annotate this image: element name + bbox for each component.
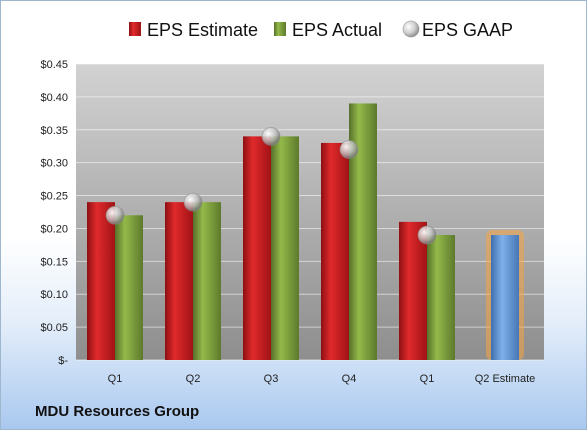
y-tick-label: $0.15 bbox=[40, 256, 68, 268]
bars bbox=[87, 103, 524, 360]
legend-label: EPS Actual bbox=[292, 20, 382, 40]
y-tick-label: $- bbox=[58, 355, 68, 367]
marker-eps-gaap bbox=[183, 192, 203, 212]
y-tick-label: $0.10 bbox=[40, 289, 68, 301]
bar-eps-estimate bbox=[321, 142, 349, 360]
chart-legend: EPS Estimate EPS Actual EPS GAAP bbox=[129, 20, 513, 40]
bar-eps-actual bbox=[271, 136, 299, 360]
y-tick-label: $0.40 bbox=[40, 92, 68, 104]
plot-area bbox=[76, 64, 544, 360]
legend-label: EPS GAAP bbox=[422, 20, 513, 40]
x-tick-label: Q2 Estimate bbox=[475, 373, 536, 385]
bar-eps-actual bbox=[193, 202, 221, 360]
y-tick-label: $0.35 bbox=[40, 125, 68, 137]
x-tick-label: Q2 bbox=[186, 373, 201, 385]
bar-eps-estimate bbox=[87, 202, 115, 360]
x-tick-label: Q1 bbox=[420, 373, 435, 385]
bar-eps-estimate bbox=[243, 136, 271, 360]
marker-eps-gaap bbox=[417, 225, 437, 245]
bar-q2-estimate bbox=[491, 235, 519, 360]
bar-eps-estimate bbox=[399, 221, 427, 360]
legend-label: EPS Estimate bbox=[147, 20, 258, 40]
bar-eps-estimate bbox=[165, 202, 193, 360]
y-tick-label: $0.45 bbox=[40, 59, 68, 71]
y-tick-label: $0.30 bbox=[40, 158, 68, 170]
bar-eps-actual bbox=[427, 235, 455, 360]
marker-eps-gaap bbox=[261, 126, 281, 146]
y-tick-label: $0.25 bbox=[40, 191, 68, 203]
y-tick-label: $0.20 bbox=[40, 223, 68, 235]
marker-eps-gaap bbox=[339, 140, 359, 160]
gaap-markers bbox=[105, 126, 437, 245]
x-tick-label: Q3 bbox=[264, 373, 279, 385]
x-tick-label: Q1 bbox=[108, 373, 123, 385]
x-tick-label: Q4 bbox=[342, 373, 357, 385]
bar-eps-actual bbox=[115, 215, 143, 360]
legend-swatch bbox=[274, 22, 286, 36]
legend-swatch bbox=[129, 22, 141, 36]
y-tick-label: $0.05 bbox=[40, 322, 68, 334]
marker-eps-gaap bbox=[105, 205, 125, 225]
y-axis: $- $0.05 $0.10 $0.15 $0.20 $0.25 $0.30 $0.35 $0.… bbox=[40, 59, 68, 367]
gridlines bbox=[76, 63, 544, 361]
company-name: MDU Resources Group bbox=[35, 403, 200, 420]
legend-marker bbox=[402, 20, 420, 38]
x-axis: Q1 Q2 Q3 Q4 Q1 Q2 Estimate bbox=[108, 373, 536, 385]
